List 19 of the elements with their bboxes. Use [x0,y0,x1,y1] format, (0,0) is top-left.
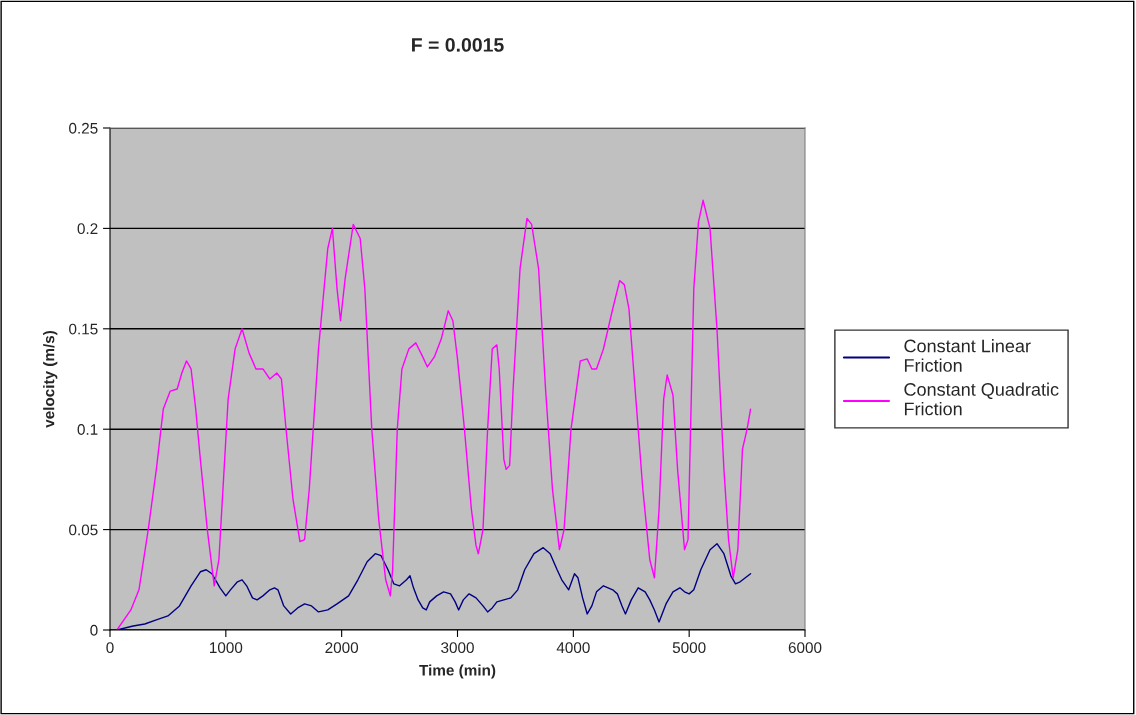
legend-label: Constant Linear Friction [904,339,1031,372]
y-tick-label: 0 [90,624,98,636]
y-tick-label: 0.2 [77,223,98,235]
x-tick-label: 6000 [788,642,822,654]
y-tick-label: 0.05 [69,524,98,536]
y-tick-label: 0.1 [77,424,98,435]
x-tick-label: 3000 [441,642,474,654]
line-series [116,199,752,630]
x-tick-label: 2000 [325,642,359,654]
x-tick-label: 5000 [672,642,706,654]
x-axis-title: Time (min) [419,664,496,679]
legend-label: Constant Quadratic Friction [904,382,1059,416]
y-tick-label: 0.25 [69,122,98,134]
chart-title: F = 0.0015 [412,38,504,52]
y-axis-title: velocity (m/s) [43,330,58,428]
x-tick-label: 0 [106,642,114,654]
x-tick-label: 1000 [210,642,243,654]
y-tick-label: 0.15 [69,323,98,335]
x-tick-label: 4000 [556,642,590,654]
